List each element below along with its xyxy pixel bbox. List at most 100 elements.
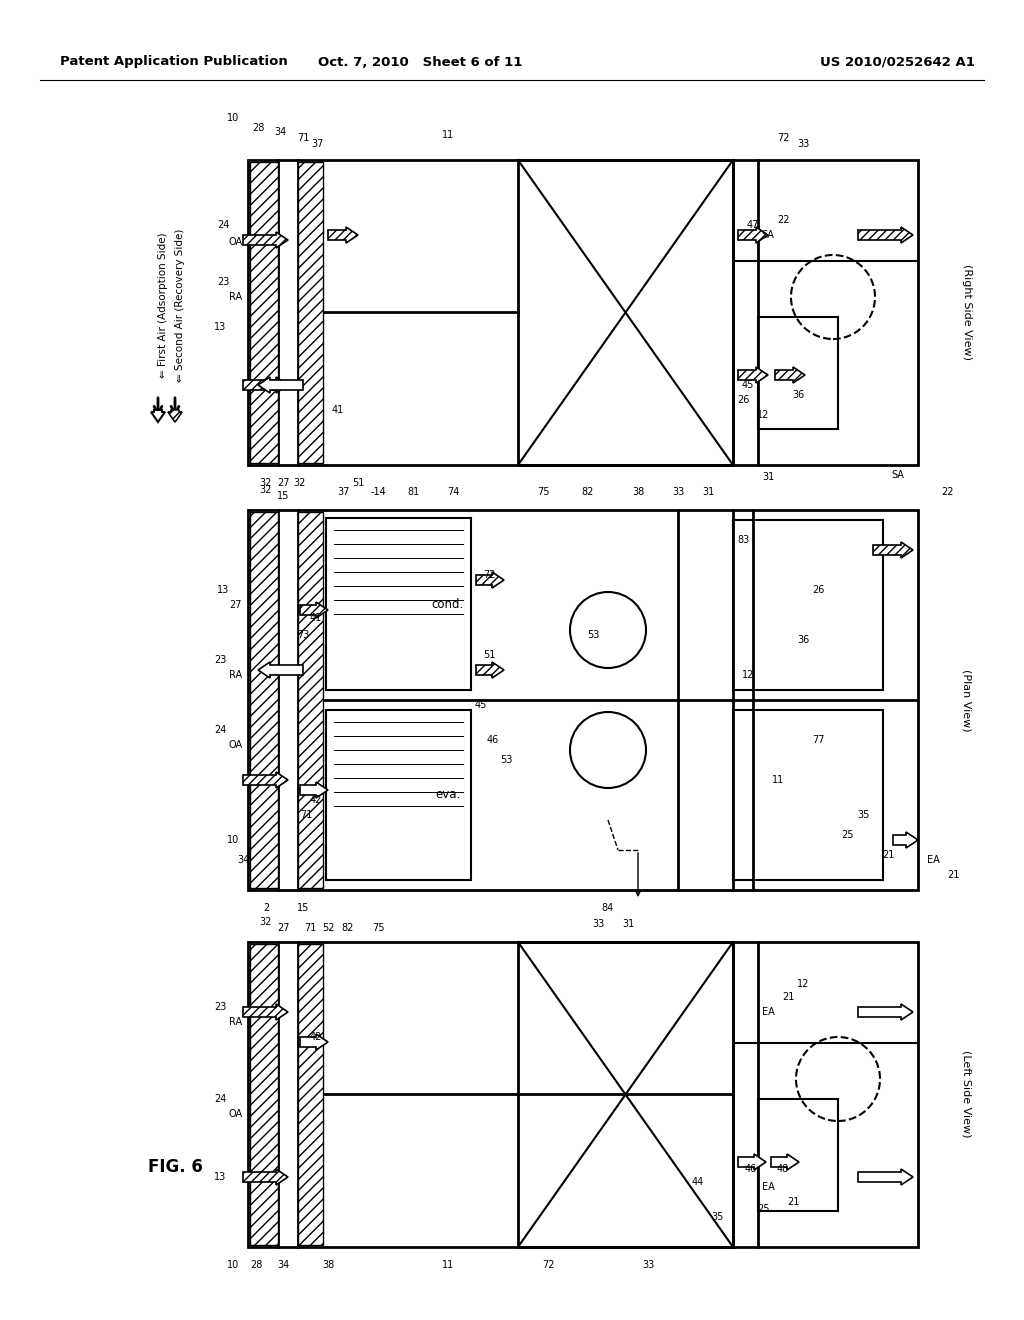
Text: 25: 25 (842, 830, 854, 840)
Text: (Left Side View): (Left Side View) (962, 1051, 972, 1138)
Text: 53: 53 (587, 630, 599, 640)
Text: SA: SA (762, 230, 774, 240)
Text: 2: 2 (263, 903, 269, 913)
Text: 33: 33 (642, 1261, 654, 1270)
Text: eva.: eva. (435, 788, 461, 801)
Text: 12: 12 (741, 671, 755, 680)
Text: EA: EA (762, 1007, 774, 1016)
Text: 41: 41 (310, 612, 323, 623)
Text: 33: 33 (592, 919, 604, 929)
FancyArrow shape (738, 227, 768, 243)
Text: 34: 34 (273, 127, 286, 137)
Bar (250, 512, 278, 888)
Text: 27: 27 (276, 478, 289, 488)
FancyArrow shape (243, 232, 288, 248)
Text: 27: 27 (229, 601, 243, 610)
Bar (518, 160, 733, 465)
Text: 22: 22 (942, 487, 954, 498)
Text: 82: 82 (582, 487, 594, 498)
Text: 37: 37 (337, 487, 349, 498)
FancyArrow shape (858, 227, 913, 243)
FancyArrow shape (258, 378, 303, 393)
Text: OA: OA (229, 238, 243, 247)
FancyArrow shape (300, 602, 328, 618)
Text: 75: 75 (372, 923, 384, 933)
Text: 81: 81 (407, 487, 419, 498)
FancyArrow shape (873, 543, 913, 558)
Text: 12: 12 (797, 979, 809, 989)
Text: 42: 42 (310, 1032, 323, 1041)
Text: 11: 11 (772, 775, 784, 785)
Text: 12: 12 (757, 411, 769, 420)
Text: 26: 26 (812, 585, 824, 595)
Text: 53: 53 (500, 755, 512, 766)
Text: 46: 46 (486, 735, 499, 744)
Text: 33: 33 (797, 139, 809, 149)
FancyArrow shape (738, 367, 768, 383)
Text: 23: 23 (214, 1002, 226, 1012)
Text: 51: 51 (352, 478, 365, 488)
FancyArrow shape (858, 1170, 913, 1185)
Bar (248, 942, 918, 1247)
FancyArrow shape (168, 411, 182, 422)
Text: 47: 47 (746, 220, 759, 230)
FancyArrow shape (258, 663, 303, 678)
Text: RA: RA (229, 292, 243, 302)
Text: 13: 13 (214, 1172, 226, 1181)
Text: RA: RA (229, 1016, 243, 1027)
Bar (250, 162, 278, 463)
Text: 21: 21 (781, 993, 795, 1002)
Bar (298, 512, 323, 888)
FancyArrow shape (893, 832, 918, 847)
Text: OA: OA (229, 1109, 243, 1119)
Text: Oct. 7, 2010   Sheet 6 of 11: Oct. 7, 2010 Sheet 6 of 11 (317, 55, 522, 69)
Text: 10: 10 (227, 114, 240, 123)
FancyArrow shape (300, 1034, 328, 1049)
Bar (758, 1100, 838, 1210)
Bar (298, 162, 323, 463)
Text: 83: 83 (737, 535, 750, 545)
Text: 13: 13 (214, 322, 226, 333)
Text: 71: 71 (304, 923, 316, 933)
Text: OA: OA (229, 741, 243, 750)
Text: (Plan View): (Plan View) (962, 669, 972, 731)
FancyArrow shape (328, 227, 358, 243)
Bar (248, 160, 918, 465)
Text: 32: 32 (260, 478, 272, 488)
Text: 37: 37 (312, 139, 325, 149)
FancyArrow shape (243, 1170, 288, 1185)
Text: ⇐ Second Air (Recovery Side): ⇐ Second Air (Recovery Side) (175, 228, 185, 381)
Text: 34: 34 (237, 855, 249, 865)
Text: 31: 31 (762, 473, 774, 482)
Text: 15: 15 (276, 491, 289, 502)
Text: 38: 38 (632, 487, 644, 498)
Text: 21: 21 (947, 870, 959, 880)
FancyArrow shape (858, 1005, 913, 1020)
Text: 41: 41 (332, 405, 344, 414)
Text: 24: 24 (217, 220, 229, 230)
FancyArrow shape (243, 772, 288, 788)
FancyArrow shape (243, 1005, 288, 1020)
Text: 15: 15 (297, 903, 309, 913)
Text: 22: 22 (777, 215, 790, 224)
FancyArrow shape (300, 781, 328, 799)
Text: 36: 36 (797, 635, 809, 645)
Text: 26: 26 (737, 395, 750, 405)
Text: 25: 25 (757, 1204, 769, 1214)
FancyArrow shape (476, 663, 504, 678)
Text: 31: 31 (701, 487, 714, 498)
Text: EA: EA (927, 855, 939, 865)
Text: 72: 72 (777, 133, 790, 143)
FancyArrow shape (738, 1154, 766, 1170)
Text: 11: 11 (442, 129, 454, 140)
Text: 11: 11 (442, 1261, 454, 1270)
Text: 42: 42 (310, 795, 323, 805)
Text: 45: 45 (741, 380, 755, 389)
Text: EA: EA (762, 1181, 774, 1192)
Bar (518, 942, 733, 1247)
Text: 45: 45 (475, 700, 487, 710)
Bar (298, 944, 323, 1245)
Text: 33: 33 (672, 487, 684, 498)
Text: 21: 21 (882, 850, 894, 861)
Text: 31: 31 (622, 919, 634, 929)
